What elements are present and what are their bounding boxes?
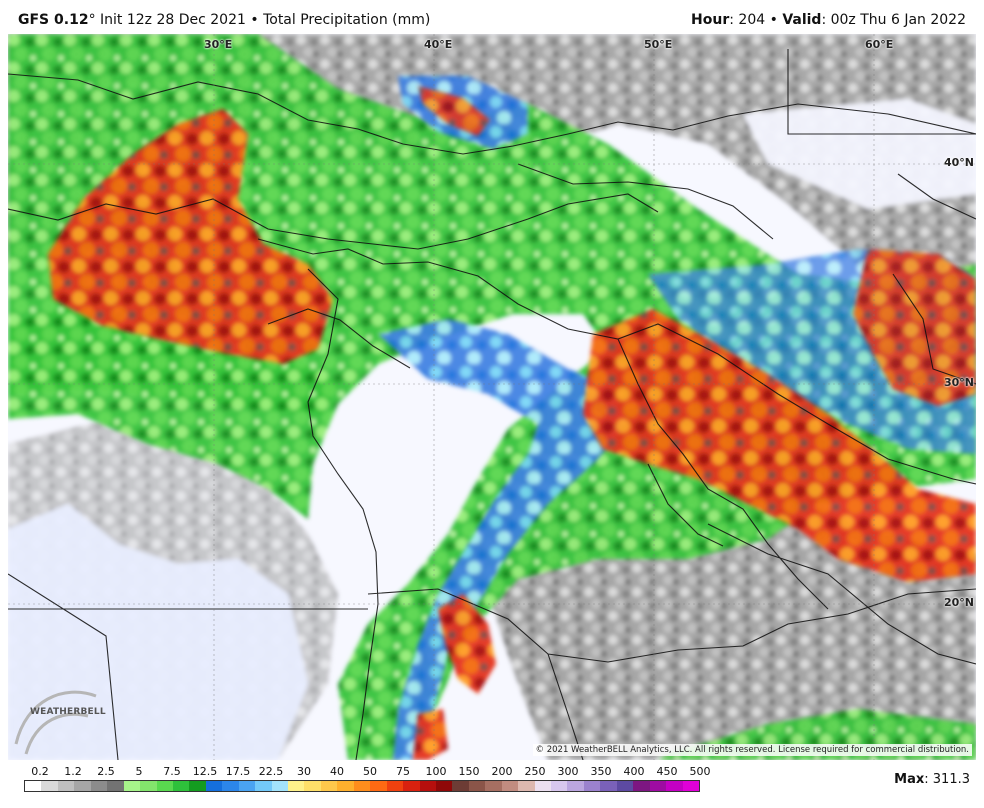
field-name: Total Precipitation (mm): [263, 12, 431, 28]
legend-color-swatch: [649, 781, 667, 791]
latitude-label-40n: 40°N: [944, 156, 975, 169]
legend-label: 0.2: [31, 765, 49, 778]
legend-label: 500: [689, 765, 711, 778]
hour-value: : 204: [729, 12, 766, 28]
longitude-label-40e: 40°E: [424, 38, 453, 51]
legend-color-swatch: [435, 781, 453, 791]
legend-label: 30: [297, 765, 311, 778]
legend-label: 350: [590, 765, 612, 778]
legend-label: 1.2: [64, 765, 82, 778]
legend-color-swatch: [353, 781, 371, 791]
legend-color-swatch: [172, 781, 190, 791]
country-boundaries: [8, 49, 976, 760]
title-bullet-2: •: [769, 12, 778, 28]
legend-color-swatch: [633, 781, 650, 791]
legend-color-swatch: [288, 781, 305, 791]
legend-label: 400: [623, 765, 645, 778]
maximum-label: Max: [894, 772, 925, 787]
header-right-valid: Hour: 204 • Valid: 00z Thu 6 Jan 2022: [691, 12, 966, 28]
legend-label: 300: [557, 765, 579, 778]
legend-color-swatch: [600, 781, 617, 791]
legend-label: 22.5: [258, 765, 284, 778]
legend-label: 5: [135, 765, 143, 778]
maximum-number: : 311.3: [924, 772, 970, 787]
legend-color-swatch: [156, 781, 173, 791]
legend-label: 17.5: [225, 765, 251, 778]
precipitation-legend: 0.2 1.2 2.5 5 7.5 12.5 17.5 22.5 30 40 5…: [0, 760, 984, 808]
legend-color-swatch: [452, 781, 469, 791]
maximum-value: Max: 311.3: [894, 772, 970, 787]
valid-value: : 00z Thu 6 Jan 2022: [821, 12, 966, 28]
weatherbell-logo: WEATHERBELL: [12, 698, 106, 746]
legend-color-swatch: [583, 781, 601, 791]
longitude-label-50e: 50°E: [644, 38, 673, 51]
legend-color-swatch: [222, 781, 239, 791]
legend-label: 75: [396, 765, 410, 778]
legend-label: 450: [656, 765, 678, 778]
latitude-label-20n: 20°N: [944, 596, 975, 609]
legend-color-swatch: [25, 781, 42, 791]
legend-color-swatch: [337, 781, 354, 791]
legend-color-swatch: [74, 781, 91, 791]
legend-color-swatch: [271, 781, 288, 791]
weatherbell-logo-text: WEATHERBELL: [30, 707, 106, 717]
legend-color-swatch: [41, 781, 58, 791]
init-time: Init 12z 28 Dec 2021: [100, 12, 246, 28]
legend-label: 7.5: [163, 765, 181, 778]
legend-color-swatch: [567, 781, 584, 791]
legend-color-bar: [24, 780, 700, 792]
map-header: GFS 0.12° Init 12z 28 Dec 2021 • Total P…: [0, 0, 984, 34]
legend-color-swatch: [386, 781, 404, 791]
legend-label: 2.5: [97, 765, 115, 778]
legend-color-swatch: [403, 781, 420, 791]
precipitation-field-svg: [8, 34, 976, 760]
legend-color-swatch: [304, 781, 321, 791]
header-left-title: GFS 0.12° Init 12z 28 Dec 2021 • Total P…: [18, 12, 430, 28]
legend-label: 40: [330, 765, 344, 778]
legend-color-swatch: [205, 781, 223, 791]
longitude-label-60e: 60°E: [865, 38, 894, 51]
legend-color-swatch: [419, 781, 436, 791]
valid-label: Valid: [782, 12, 822, 28]
legend-color-swatch: [485, 781, 502, 791]
legend-color-swatch: [616, 781, 634, 791]
graticule-lines: [8, 34, 976, 760]
legend-color-swatch: [140, 781, 157, 791]
copyright-notice: © 2021 WeatherBELL Analytics, LLC. All r…: [532, 744, 972, 756]
red-heavy-precip-cores: [48, 86, 976, 760]
legend-color-swatch: [501, 781, 519, 791]
logo-arc: [14, 690, 97, 755]
legend-color-swatch: [90, 781, 108, 791]
legend-color-swatch: [255, 781, 272, 791]
latitude-label-30n: 30°N: [944, 376, 975, 389]
longitude-label-30e: 30°E: [204, 38, 233, 51]
legend-label: 12.5: [192, 765, 218, 778]
legend-color-swatch: [682, 781, 699, 791]
legend-color-swatch: [107, 781, 124, 791]
hour-label: Hour: [691, 12, 730, 28]
legend-color-swatch: [666, 781, 683, 791]
legend-color-swatch: [238, 781, 256, 791]
legend-color-swatch: [123, 781, 141, 791]
legend-color-swatch: [320, 781, 338, 791]
legend-color-swatch: [57, 781, 75, 791]
map-panel: 30°E 40°E 50°E 60°E 40°N 30°N 20°N WEATH…: [8, 34, 976, 760]
legend-color-swatch: [534, 781, 551, 791]
title-bullet-1: •: [250, 12, 259, 28]
legend-label: 150: [458, 765, 480, 778]
legend-color-swatch: [189, 781, 206, 791]
legend-tick-labels: 0.2 1.2 2.5 5 7.5 12.5 17.5 22.5 30 40 5…: [24, 765, 710, 779]
degree-symbol: °: [88, 12, 96, 28]
legend-color-swatch: [551, 781, 568, 791]
model-name: GFS 0.12: [18, 12, 89, 28]
legend-label: 50: [363, 765, 377, 778]
legend-color-swatch: [468, 781, 486, 791]
legend-color-swatch: [518, 781, 535, 791]
legend-color-swatch: [370, 781, 387, 791]
legend-label: 100: [425, 765, 447, 778]
legend-label: 250: [524, 765, 546, 778]
legend-label: 200: [491, 765, 513, 778]
